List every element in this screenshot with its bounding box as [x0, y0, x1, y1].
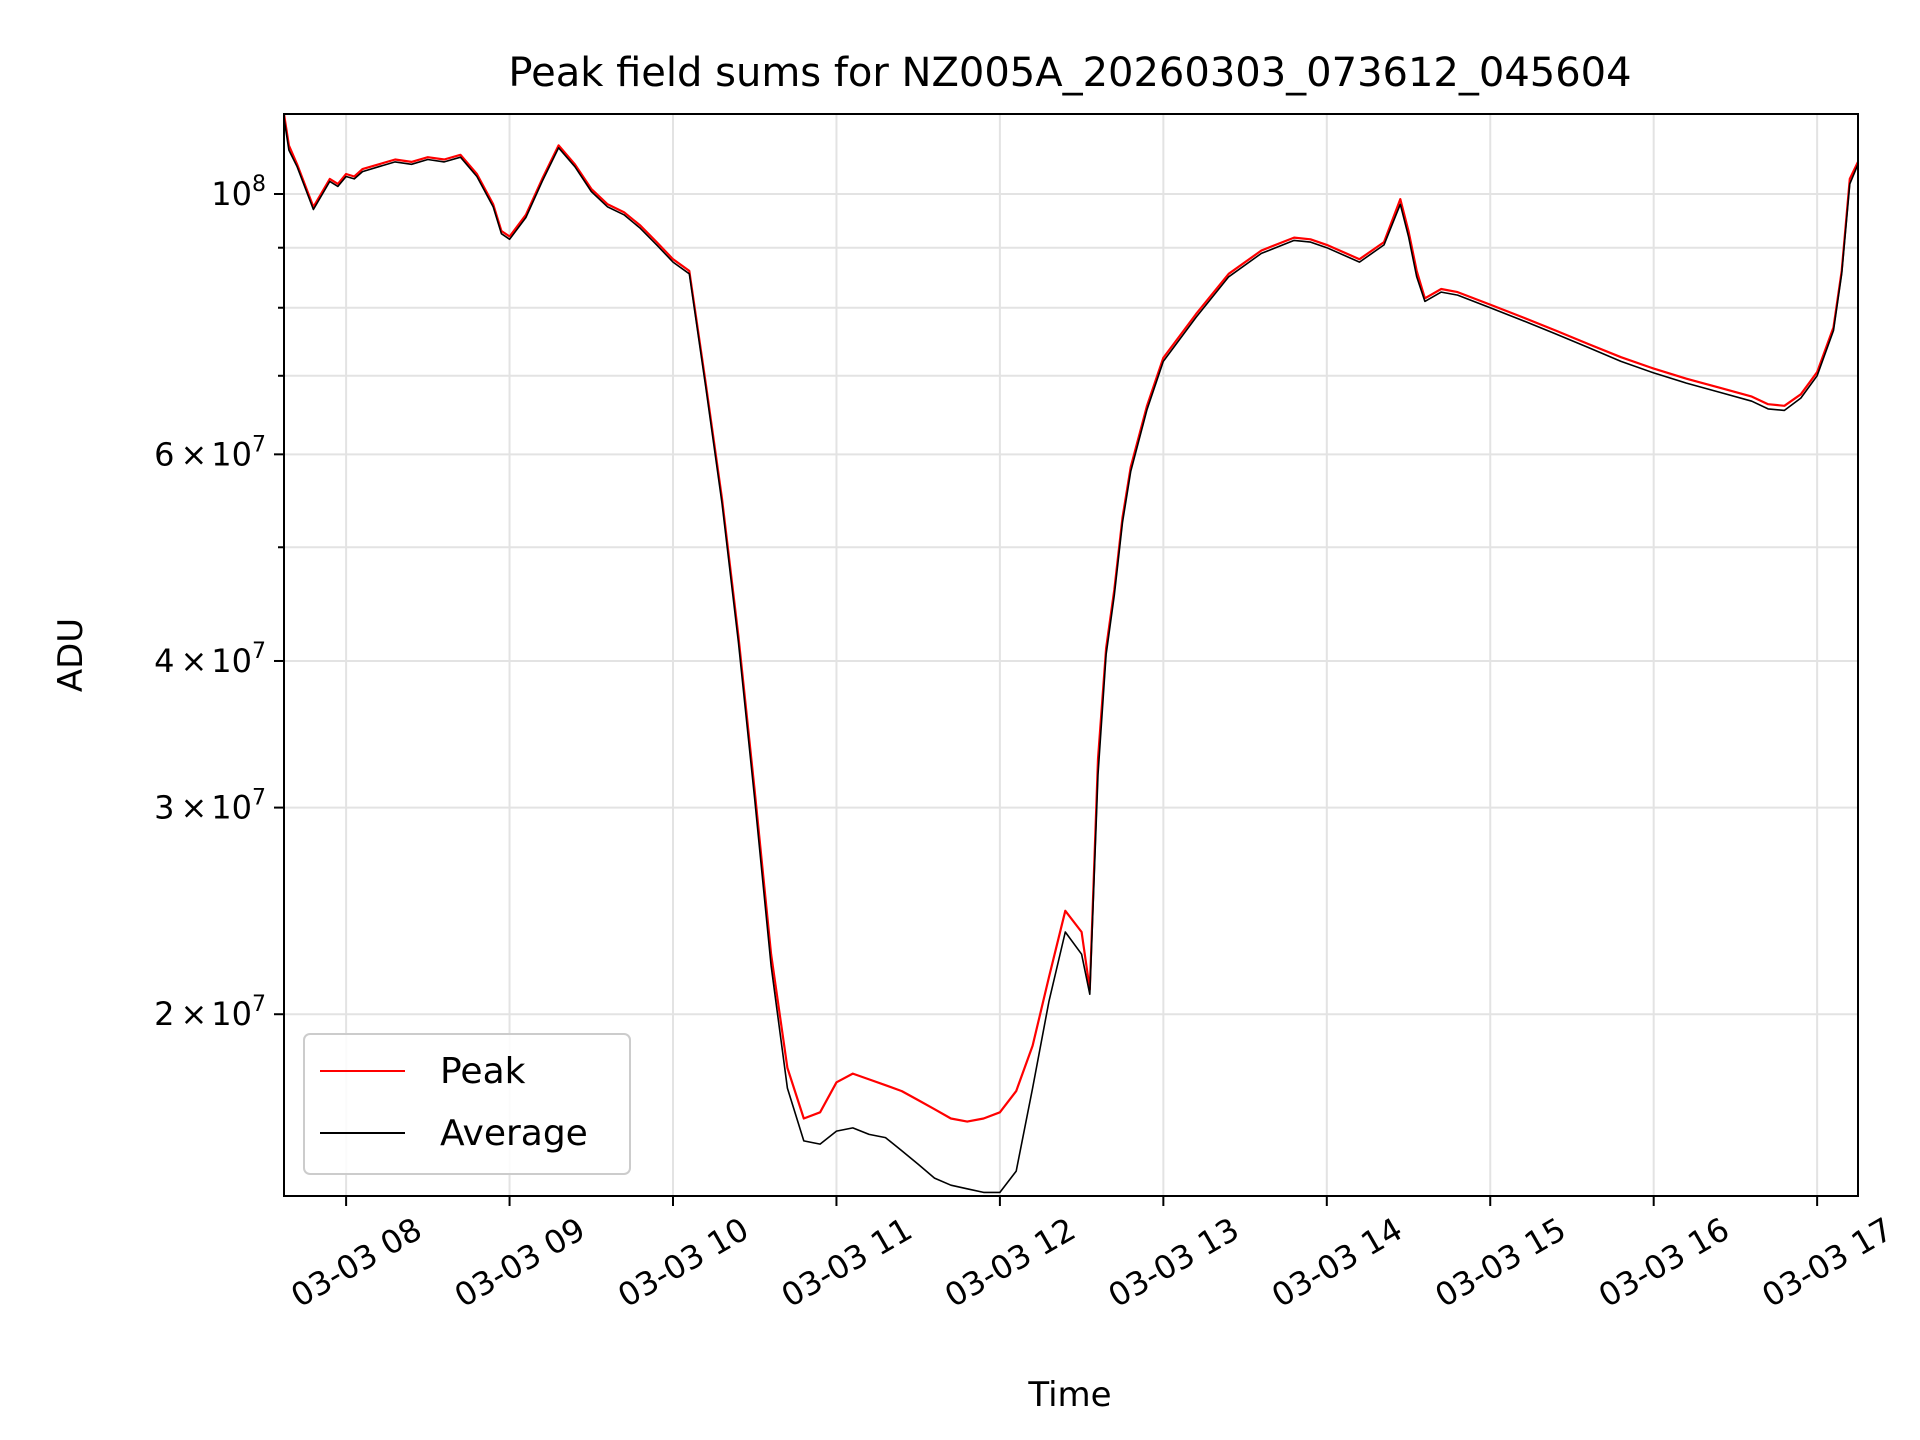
grid — [284, 114, 1858, 1196]
chart-title: Peak field sums for NZ005A_20260303_0736… — [508, 50, 1631, 96]
y-axis-label: ADU — [51, 618, 91, 692]
series-layer — [284, 114, 1858, 1194]
series-line-peak — [284, 114, 1858, 1123]
plot-frame — [283, 113, 1859, 1197]
y-tick-label: 4 × 107 — [154, 639, 266, 680]
y-tick-label: 2 × 107 — [154, 992, 266, 1033]
y-tick-label: 108 — [211, 172, 266, 213]
y-tick-label: 6 × 107 — [154, 432, 266, 473]
series-line-average — [284, 118, 1858, 1194]
legend-average-label: Average — [440, 1113, 588, 1154]
legend-box — [303, 1033, 631, 1175]
legend-peak-label: Peak — [440, 1051, 526, 1092]
legend: Peak Average — [303, 1033, 631, 1175]
y-tick-label: 3 × 107 — [154, 786, 266, 827]
x-axis-label: Time — [1027, 1375, 1111, 1415]
